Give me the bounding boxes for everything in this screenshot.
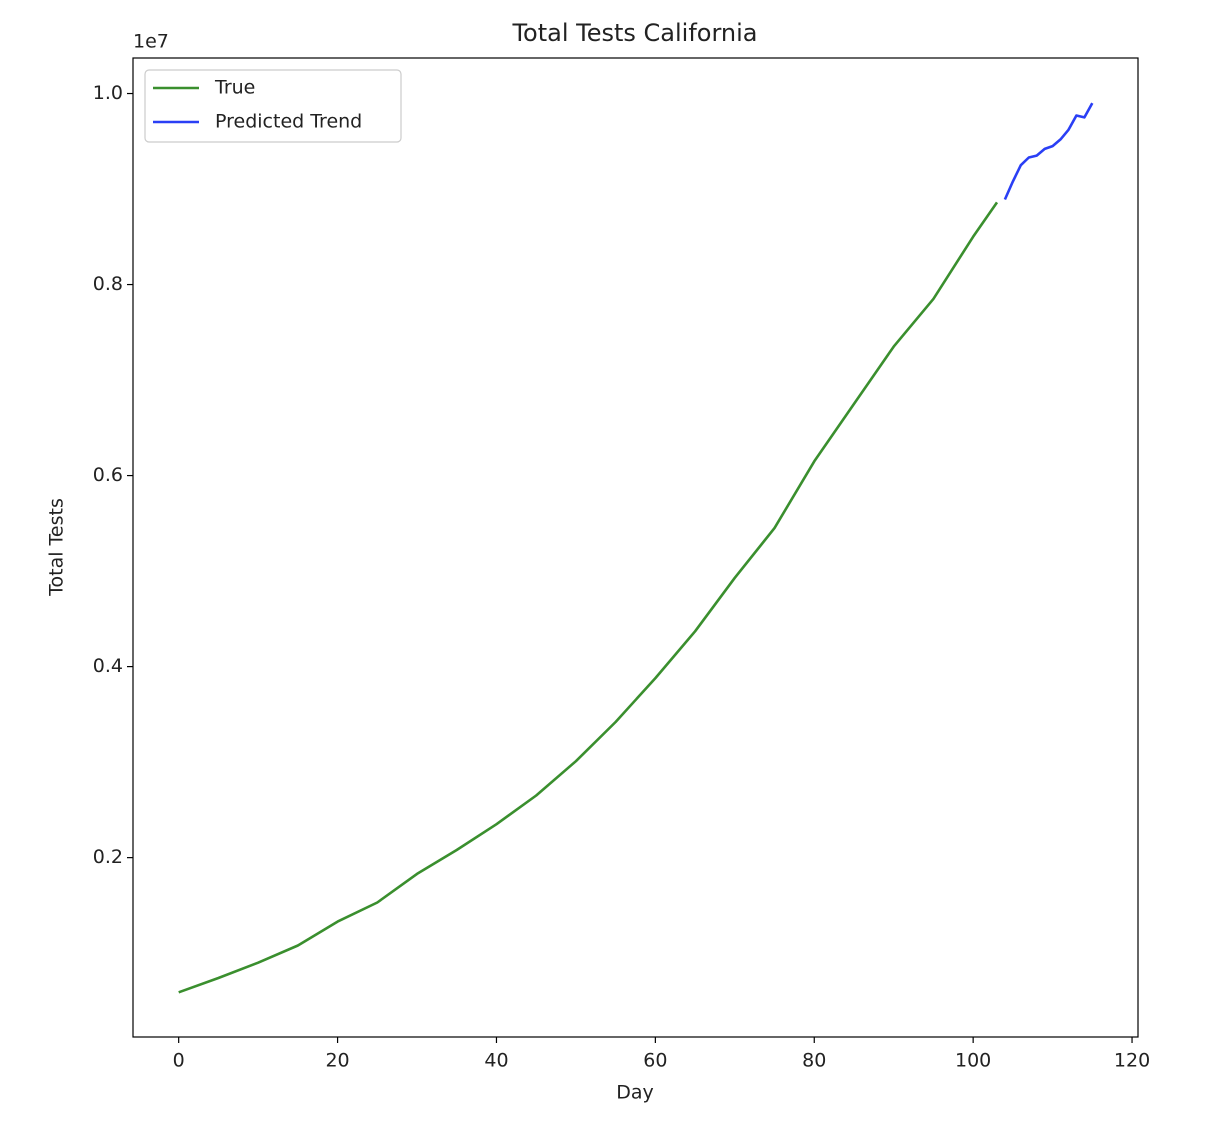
plot-frame	[132, 57, 1139, 1038]
y-offset-label: 1e7	[133, 31, 169, 53]
x-tick-label: 20	[325, 1050, 349, 1072]
legend-label: Predicted Trend	[215, 111, 362, 133]
legend-box	[144, 69, 402, 143]
y-tick-label: 0.8	[93, 273, 123, 295]
x-tick-label: 120	[1114, 1050, 1150, 1072]
y-tick-label: 0.6	[93, 464, 123, 486]
y-tick-label: 1.0	[93, 82, 123, 104]
y-tick-label: 0.2	[93, 846, 123, 868]
x-tick-label: 40	[484, 1050, 508, 1072]
chart-title: Total Tests California	[511, 19, 757, 47]
legend-label: True	[214, 77, 255, 99]
y-axis-label: Total Tests	[46, 498, 68, 597]
x-tick-label: 80	[802, 1050, 826, 1072]
y-tick-label: 0.4	[93, 655, 123, 677]
x-tick-label: 100	[955, 1050, 991, 1072]
x-tick-label: 60	[643, 1050, 667, 1072]
x-axis-label: Day	[616, 1082, 654, 1104]
data-line	[178, 201, 999, 994]
data-line	[1003, 102, 1094, 201]
legend: True Predicted Trend	[144, 69, 402, 143]
x-tick-label: 0	[173, 1050, 185, 1072]
